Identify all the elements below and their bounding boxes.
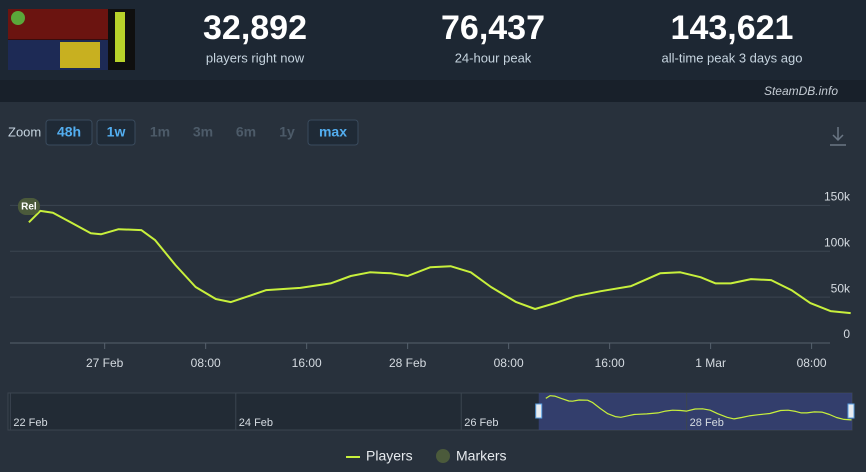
zoom-option[interactable]: 3m [193, 124, 213, 140]
zoom-label: Zoom [8, 124, 41, 139]
marker-badge [17, 198, 40, 215]
credit-bar [0, 80, 866, 102]
y-tick-label: 50k [831, 281, 851, 295]
navigator-line [545, 395, 852, 421]
zoom-option[interactable]: 1w [107, 124, 126, 140]
x-tick-label: 1 Mar [695, 356, 726, 370]
navigator-handle[interactable] [847, 403, 855, 419]
navigator-tick-label: 24 Feb [239, 417, 273, 429]
zoom-option[interactable]: max [319, 124, 347, 140]
navigator-handle[interactable] [535, 403, 543, 419]
marker-label: Rel [21, 202, 37, 213]
legend-label[interactable]: Markers [456, 448, 507, 464]
x-tick-label: 08:00 [494, 356, 524, 370]
stat-label: all-time peak 3 days ago [662, 50, 803, 65]
zoom-option[interactable]: 48h [57, 124, 81, 140]
navigator-tick-label: 26 Feb [464, 417, 498, 429]
y-tick-label: 0 [843, 327, 850, 341]
navigator-tick-label: 22 Feb [13, 417, 47, 429]
stat-value: 76,437 [441, 9, 545, 47]
navigator-selection [538, 393, 852, 430]
zoom-option[interactable]: 1m [150, 124, 170, 140]
y-tick-label: 150k [824, 190, 851, 204]
game-thumbnail [8, 9, 135, 70]
legend-label[interactable]: Players [366, 448, 413, 464]
zoom-option[interactable]: 6m [236, 124, 256, 140]
credit: SteamDB.info [764, 84, 838, 98]
zoom-option[interactable]: 1y [279, 124, 295, 140]
stat-label: players right now [206, 50, 305, 65]
y-tick-label: 100k [824, 235, 851, 249]
header-bg [0, 0, 866, 80]
navigator-tick-label: 28 Feb [690, 417, 724, 429]
zoom-button[interactable] [96, 119, 136, 146]
x-tick-label: 08:00 [797, 356, 827, 370]
stat-label: 24-hour peak [455, 50, 532, 65]
x-tick-label: 16:00 [292, 356, 322, 370]
stat-value: 143,621 [671, 9, 794, 47]
x-tick-label: 28 Feb [389, 356, 427, 370]
stat-value: 32,892 [203, 9, 307, 47]
series-line [28, 209, 851, 315]
zoom-button[interactable] [45, 119, 93, 146]
x-tick-label: 16:00 [595, 356, 625, 370]
download-icon[interactable] [830, 127, 846, 146]
x-tick-label: 08:00 [191, 356, 221, 370]
zoom-button[interactable] [307, 119, 359, 146]
x-tick-label: 27 Feb [86, 356, 124, 370]
legend-swatch [436, 449, 450, 463]
